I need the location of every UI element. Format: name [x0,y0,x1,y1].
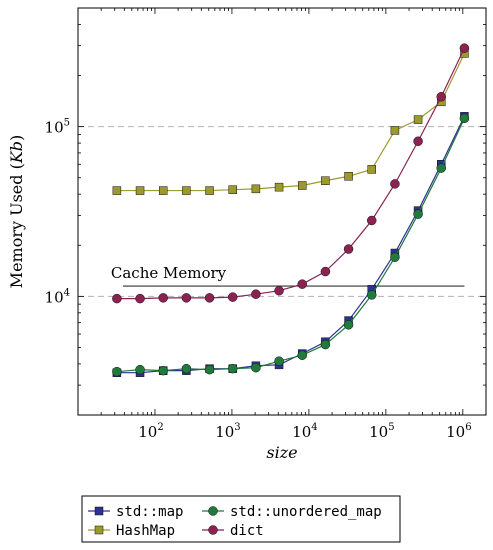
x-ticks: 102 103 104 105 106 [77,8,487,441]
legend-swatch-marker [208,506,218,516]
series-line-std-unordered-map [116,118,465,373]
legend-item-hashmap: HashMap [88,523,175,539]
data-point [436,163,446,173]
legend-label: dict [230,523,264,539]
x-tick-label: 103 [215,422,240,441]
y-tick-label: 105 [45,118,70,137]
data-point [297,181,307,190]
data-point [343,320,354,330]
data-point [297,279,307,289]
data-point [320,339,331,350]
data-point [344,172,353,181]
data-point [251,289,261,299]
data-point [112,293,122,304]
data-point [343,244,354,254]
data-point [459,43,470,53]
legend-swatch-marker [208,525,218,535]
y-axis-label: Memory Used (Kb) [7,135,26,289]
data-point [367,165,376,174]
data-point [390,179,400,189]
legend-item-std-map: std::map [88,504,183,520]
data-point [413,115,423,124]
legend-label: std::unordered_map [230,504,382,520]
grid [78,126,486,297]
legend-swatch-marker [94,506,104,516]
data-point [390,126,400,135]
data-point [251,184,261,194]
data-point [158,186,168,195]
y-tick-label: 104 [45,287,70,306]
y-ticks: 104 105 [45,7,486,416]
data-point [274,356,284,366]
data-point [297,350,307,360]
data-point [413,209,423,219]
legend-label: HashMap [116,523,175,539]
legend-item-std-unordered-map: std::unordered_map [202,504,382,520]
legend-label: std::map [116,504,183,520]
data-point [274,285,284,296]
x-axis-label: size [266,443,297,462]
data-point [227,292,238,302]
annotations: Cache Memory [111,264,465,287]
data-point [274,182,284,192]
data-point [135,186,145,195]
data-point [205,186,214,195]
data-point [251,362,261,373]
data-point [228,185,237,194]
data-point [135,364,145,375]
data-point [181,363,192,374]
data-point [320,266,331,277]
series-line-hashmap [116,53,465,192]
series-std-unordered-map [112,113,470,377]
series-dict [112,43,470,304]
data-point [390,252,400,263]
data-point [413,136,423,147]
x-tick-label: 104 [292,422,317,441]
data-point [366,290,377,300]
legend-swatch-marker [94,525,104,535]
data-point [182,186,191,195]
data-point [204,293,215,303]
data-point [459,113,470,124]
x-tick-label: 105 [369,422,394,441]
series-hashmap [112,49,469,195]
legend-box [81,495,401,543]
data-point [112,186,122,195]
data-point [112,366,122,377]
data-point [204,364,215,375]
data-point [227,363,238,374]
data-point [321,176,330,185]
data-point [436,91,446,102]
x-tick-label: 106 [446,422,471,441]
series-line-std-map [116,116,465,374]
series-line-dict [116,47,465,300]
series [112,43,470,377]
data-point [158,365,168,376]
data-point [158,293,168,303]
data-point [366,215,377,226]
legend-item-dict: dict [202,523,264,539]
data-point [181,293,192,303]
x-tick-label: 102 [138,422,163,441]
plot-frame [77,7,487,416]
cache-memory-label: Cache Memory [111,264,227,282]
series-std-map [112,112,469,377]
data-point [135,293,145,304]
